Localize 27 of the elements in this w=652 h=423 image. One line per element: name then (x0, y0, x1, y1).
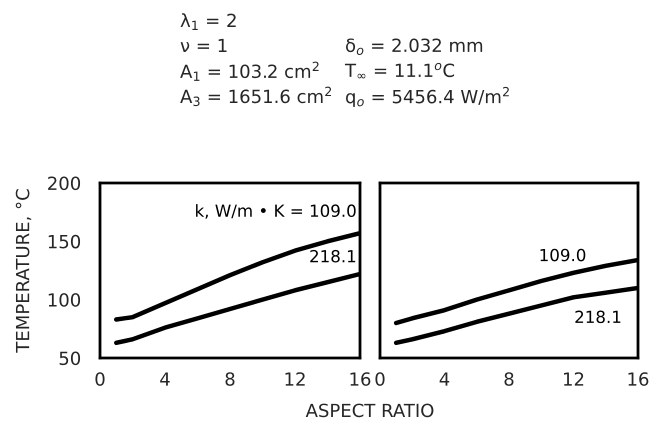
text: λ$_{1}$ = 2 (180, 13, 236, 30)
y-tick-label: 200 (48, 176, 80, 190)
series-label: 109.0 (540, 248, 586, 262)
x-tick-label: 0 (375, 372, 385, 386)
x-tick-label: 16 (628, 372, 648, 386)
y-tick-label: 100 (48, 293, 80, 307)
y-tick-label: 150 (48, 234, 80, 248)
text: q$_{o}$ = 5456.4 W/m$^{2}$ (346, 86, 509, 107)
x-tick-label: 4 (160, 372, 170, 386)
text: A$_{1}$ = 103.2 cm$^{2}$ (180, 62, 319, 81)
x-tick-label: 8 (225, 372, 235, 386)
y-axis-title: TEMPERATURE, °C (16, 189, 32, 353)
x-axis-title: ASPECT RATIO (306, 404, 434, 418)
x-tick-label: 12 (285, 372, 305, 386)
text: A$_{3}$ = 1651.6 cm$^{2}$ (180, 86, 332, 106)
text: T$_{∞}$ = 11.1$^{o}$C (344, 62, 454, 78)
series-label: 218.1 (310, 250, 356, 263)
x-tick-label: 8 (504, 372, 514, 386)
x-tick-label: 12 (564, 372, 584, 386)
text: δ$_{o}$ = 2.032 mm (346, 38, 482, 55)
x-tick-label: 16 (350, 372, 370, 386)
x-tick-label: 0 (95, 372, 105, 386)
x-tick-label: 4 (440, 372, 450, 386)
series-label: k, W/m • K = 109.0 (196, 204, 356, 219)
text: ν = 1 (180, 38, 227, 52)
series-label: 218.1 (575, 310, 620, 324)
y-tick-label: 50 (60, 351, 80, 366)
